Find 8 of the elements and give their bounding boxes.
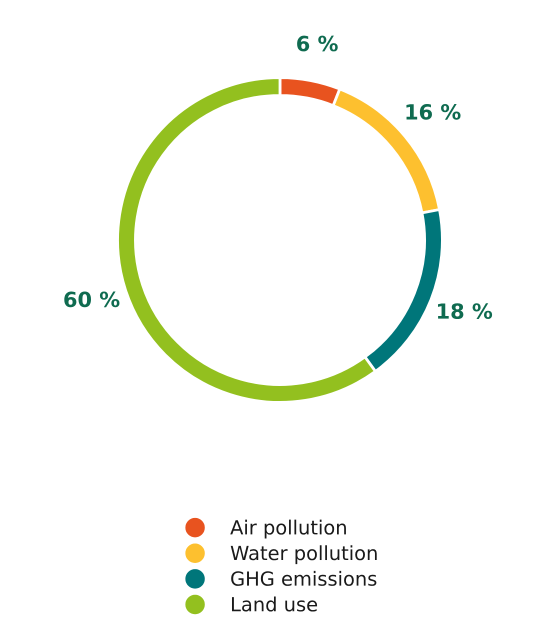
legend-label: GHG emissions (231, 570, 376, 586)
data-label: 16 % (406, 104, 461, 120)
data-label: 60 % (64, 292, 120, 308)
data-label: 6 % (297, 36, 338, 52)
legend-label: Air pollution (230, 520, 346, 538)
data-label: 18 % (438, 303, 492, 319)
legend-label: Land use (232, 596, 318, 612)
legend-label: Water pollution (230, 545, 377, 564)
